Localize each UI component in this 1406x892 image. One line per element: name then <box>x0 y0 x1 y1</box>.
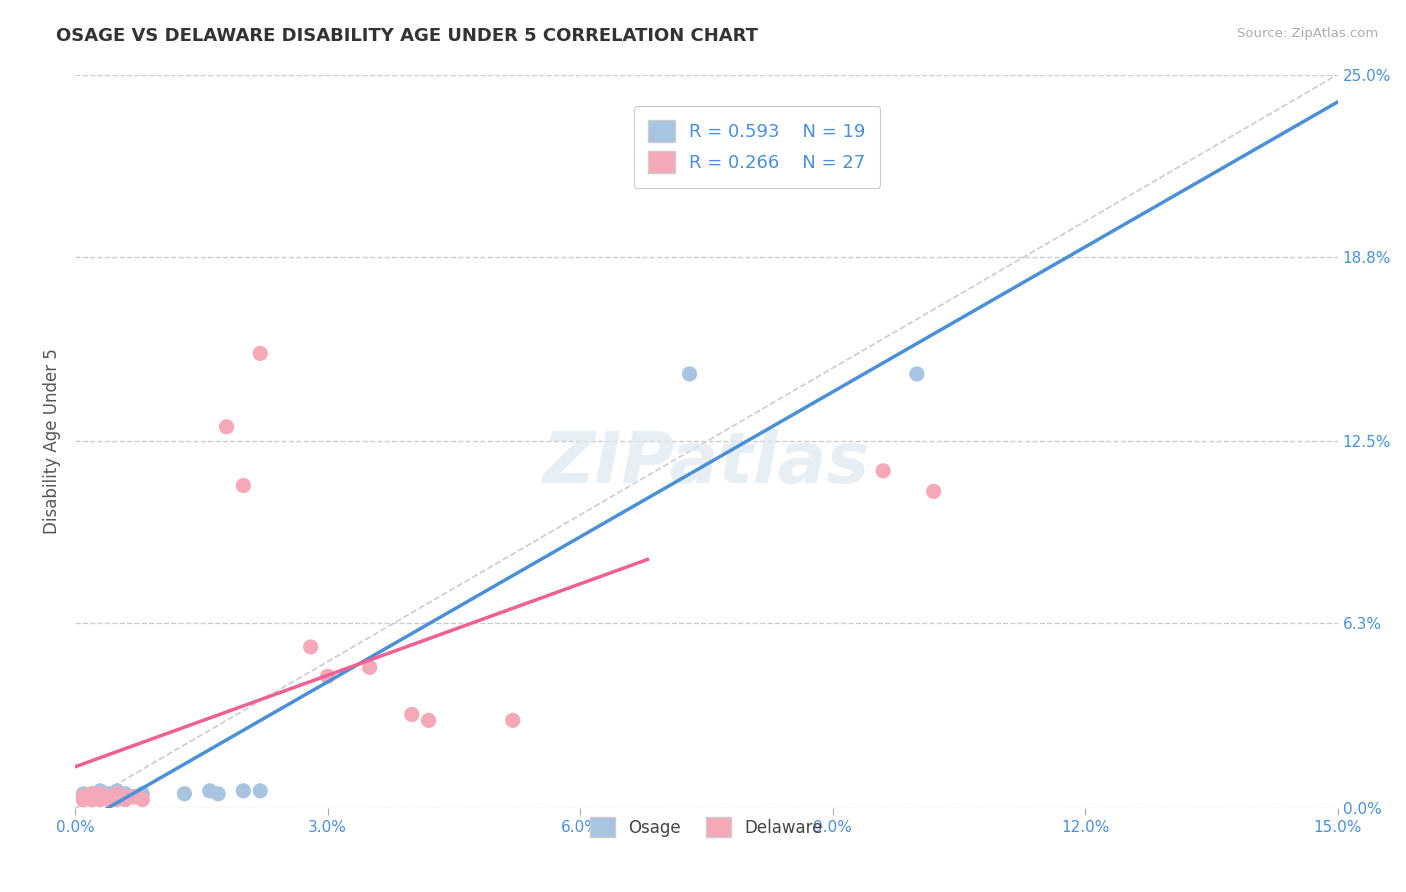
Point <box>173 787 195 801</box>
Point <box>249 346 271 360</box>
Point <box>114 789 136 804</box>
Point <box>89 787 111 801</box>
Point <box>105 792 128 806</box>
Point <box>72 792 94 806</box>
Point <box>215 419 238 434</box>
Point <box>97 792 120 806</box>
Point <box>89 792 111 806</box>
Point <box>299 640 322 654</box>
Point <box>872 464 894 478</box>
Point <box>678 367 700 381</box>
Point <box>122 789 145 804</box>
Point <box>72 787 94 801</box>
Point <box>114 787 136 801</box>
Point <box>232 784 254 798</box>
Point <box>401 707 423 722</box>
Point <box>249 784 271 798</box>
Legend: Osage, Delaware: Osage, Delaware <box>583 811 830 844</box>
Point <box>72 789 94 804</box>
Point <box>80 792 103 806</box>
Point <box>80 792 103 806</box>
Point <box>418 714 440 728</box>
Point <box>105 784 128 798</box>
Point <box>114 792 136 806</box>
Point <box>359 660 381 674</box>
Point <box>905 367 928 381</box>
Point <box>97 789 120 804</box>
Point <box>122 789 145 804</box>
Point <box>89 784 111 798</box>
Y-axis label: Disability Age Under 5: Disability Age Under 5 <box>44 349 60 534</box>
Point <box>232 478 254 492</box>
Point <box>80 787 103 801</box>
Point <box>72 792 94 806</box>
Point <box>198 784 221 798</box>
Point <box>105 789 128 804</box>
Text: OSAGE VS DELAWARE DISABILITY AGE UNDER 5 CORRELATION CHART: OSAGE VS DELAWARE DISABILITY AGE UNDER 5… <box>56 27 758 45</box>
Text: ZIPatlas: ZIPatlas <box>543 429 870 498</box>
Point <box>316 669 339 683</box>
Point <box>922 484 945 499</box>
Point <box>72 789 94 804</box>
Point <box>105 787 128 801</box>
Point <box>80 787 103 801</box>
Point <box>89 789 111 804</box>
Point <box>131 787 153 801</box>
Point <box>97 787 120 801</box>
Point <box>502 714 524 728</box>
Point <box>131 792 153 806</box>
Point <box>207 787 229 801</box>
Text: Source: ZipAtlas.com: Source: ZipAtlas.com <box>1237 27 1378 40</box>
